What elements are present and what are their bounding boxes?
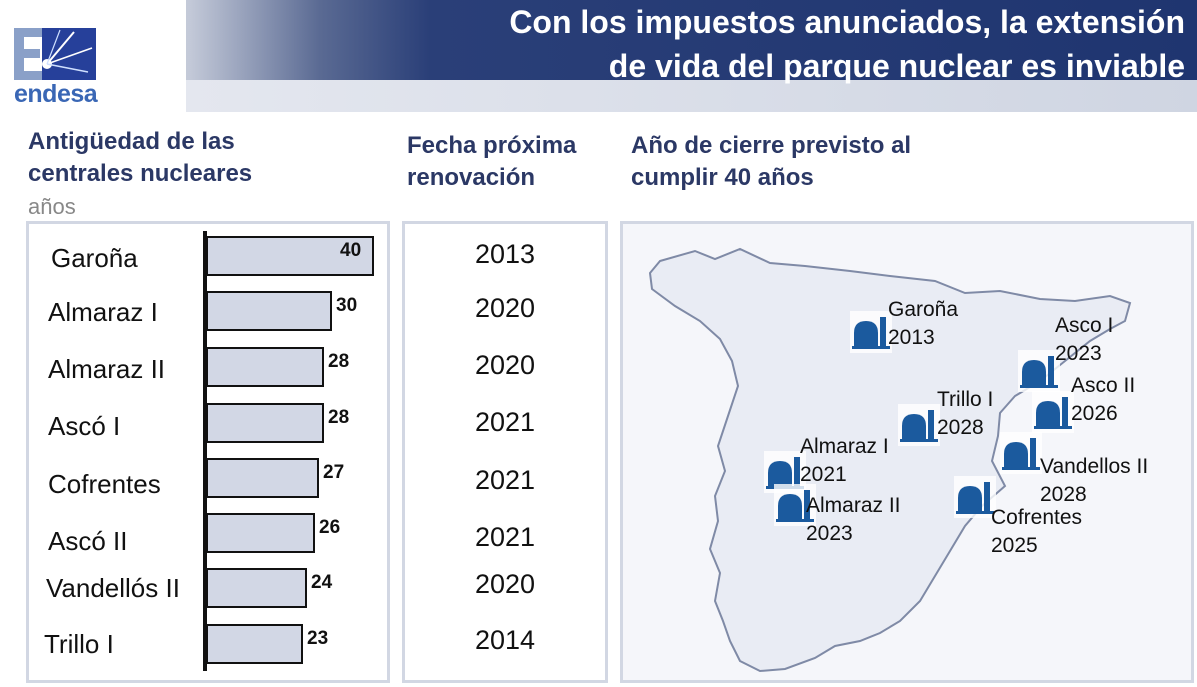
age-title-line1: Antigüedad de las [28,128,235,155]
plant-closure-label: Asco I 2023 [1055,312,1113,368]
age-bar [206,624,303,664]
renewal-year: 2021 [474,522,536,552]
bar-value-label: 40 [340,240,362,261]
age-title-line2: centrales nucleares [28,160,253,187]
plant-name: Almaraz II [806,494,901,517]
renewal-title-line1: Fecha próxima [407,132,577,159]
reactor-icon [850,311,892,353]
closure-title-line1: Año de cierre previsto al [631,132,912,159]
page-title-line2: de vida del parque nuclear es inviable [608,48,1185,84]
bar-value-label: 27 [323,462,345,483]
plant-name: Cofrentes [991,506,1083,529]
page-title: Con los impuestos anunciados, la extensi… [509,0,1185,88]
closure-year: 2025 [991,534,1038,557]
reactor-icon [954,476,996,518]
plant-closure-label: Garoña 2013 [888,296,958,352]
closure-year: 2023 [1055,342,1102,365]
bar-value-label: 30 [336,295,358,316]
renewal-year: 2014 [474,625,536,655]
reactor-icon [1018,350,1060,392]
plant-label: Almaraz II [48,354,166,384]
closure-year: 2028 [1040,483,1087,506]
age-bar [206,513,315,553]
chart-axis [203,231,207,671]
bar-value-label: 24 [311,572,333,593]
spain-map [648,247,1132,673]
renewal-year: 2020 [474,293,536,323]
plant-name: Garoña [888,298,959,321]
renewal-panel [402,221,608,683]
age-bar [206,291,332,331]
page-title-line1: Con los impuestos anunciados, la extensi… [509,4,1185,40]
plant-label: Almaraz I [48,297,158,327]
plant-closure-label: Cofrentes 2025 [991,504,1082,560]
plant-closure-label: Vandellos II 2028 [1040,453,1148,509]
spain-outline [648,247,1132,673]
age-section-title: Antigüedad de las centrales nucleares [28,126,252,190]
closure-year: 2021 [800,463,847,486]
plant-name: Trillo I [937,388,994,411]
closure-year: 2026 [1071,402,1118,425]
endesa-logo-icon [14,28,96,80]
age-bar [206,347,324,387]
title-banner-strip [186,80,1197,112]
closure-year: 2028 [937,416,984,439]
renewal-year: 2020 [474,350,536,380]
closure-section-title: Año de cierre previsto al cumplir 40 año… [631,130,911,194]
bar-value-label: 28 [328,351,350,372]
plant-closure-label: Almaraz II 2023 [806,492,901,548]
plant-label: Trillo I [44,629,114,659]
plant-closure-label: Almaraz I 2021 [800,433,889,489]
plant-name: Asco I [1055,314,1114,337]
bar-value-label: 23 [307,628,329,649]
reactor-icon [1000,432,1042,474]
plant-label: Ascó I [48,411,121,441]
reactor-icon [898,404,940,446]
renewal-year: 2013 [474,239,536,269]
closure-year: 2023 [806,522,853,545]
renewal-title-line2: renovación [407,164,536,191]
age-bar [206,236,374,276]
age-unit-label: años [28,194,76,219]
plant-name: Asco II [1071,374,1136,397]
plant-name: Almaraz I [800,435,889,458]
plant-closure-label: Asco II 2026 [1071,372,1135,428]
plant-label: Ascó II [48,526,128,556]
plant-label: Cofrentes [48,469,161,499]
closure-title-line2: cumplir 40 años [631,164,814,191]
renewal-year: 2021 [474,407,536,437]
renewal-year: 2020 [474,569,536,599]
renewal-section-title: Fecha próxima renovación [407,130,576,194]
reactor-icon [1032,391,1074,433]
age-bar [206,568,307,608]
title-banner [0,0,1197,80]
plant-name: Vandellos II [1040,455,1149,478]
age-bar [206,458,319,498]
bar-value-label: 26 [319,517,341,538]
plant-closure-label: Trillo I 2028 [937,386,993,442]
logo-text: endesa [14,80,98,108]
renewal-year: 2021 [474,465,536,495]
logo: endesa [0,0,186,112]
age-bar [206,403,324,443]
reactor-icon [774,484,816,526]
plant-label: Garoña [51,243,138,273]
closure-year: 2013 [888,326,935,349]
bar-value-label: 28 [328,407,350,428]
plant-label: Vandellós II [46,573,180,603]
